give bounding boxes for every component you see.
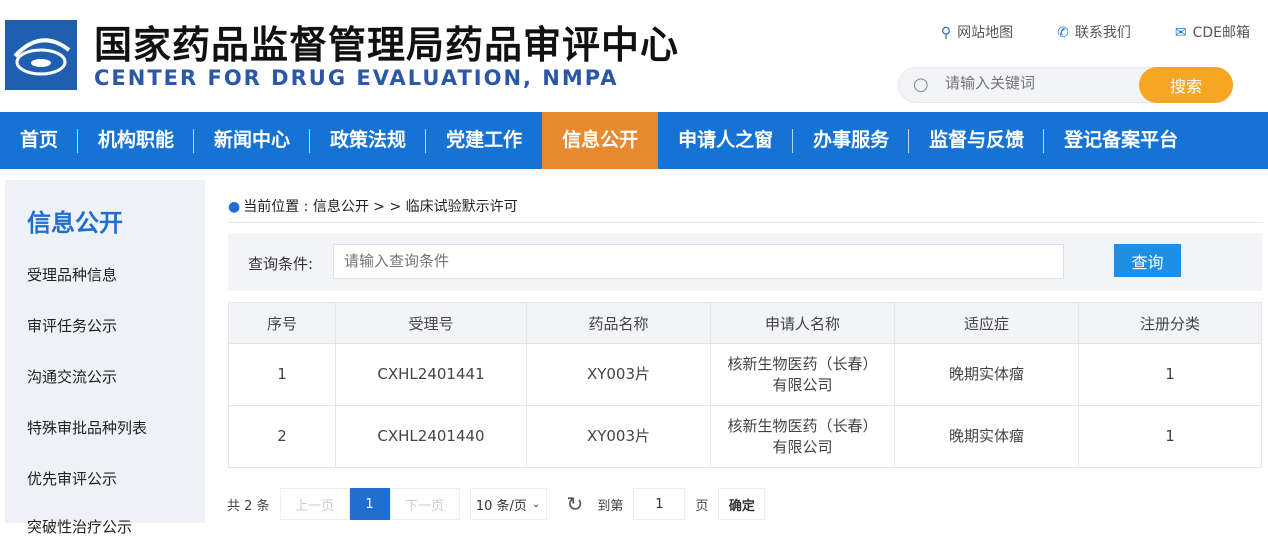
prev-page-button[interactable]: 上一页: [279, 488, 350, 520]
total-count: 共 2 条: [227, 498, 270, 514]
cell[interactable]: CXHL2401440: [335, 405, 527, 468]
search-input[interactable]: [945, 75, 1155, 92]
link-label: CDE邮箱: [1192, 25, 1250, 41]
pagination: 共 2 条 上一页 1 下一页 10 条/页 ⌄ ↻ 到第 1 页 确定: [227, 488, 766, 520]
phone-icon: ✆: [1057, 25, 1069, 41]
page-size-select[interactable]: 10 条/页 ⌄: [469, 488, 547, 520]
cell: 1: [1078, 405, 1262, 468]
chevron-down-icon: ⌄: [531, 498, 541, 510]
page-1-button[interactable]: 1: [349, 488, 390, 520]
confirm-button[interactable]: 确定: [718, 488, 766, 520]
site-map-link[interactable]: ⚲ 网站地图: [941, 22, 1013, 42]
search-button[interactable]: 搜索: [1139, 67, 1233, 103]
sidebar: 信息公开 受理品种信息 审评任务公示 沟通交流公示 特殊审批品种列表 优先审评公…: [5, 180, 205, 536]
nav-policy[interactable]: 政策法规: [310, 112, 427, 169]
site-title: 国家药品监督管理局药品审评中心: [94, 23, 680, 67]
col-header: 申请人名称: [710, 302, 895, 344]
col-header: 药品名称: [526, 302, 711, 344]
nav-home[interactable]: 首页: [0, 112, 79, 169]
location-pin-icon: ●: [228, 199, 241, 215]
applicant: 核新生物医药（长春）有限公司: [727, 354, 878, 394]
goto-label: 到第: [597, 498, 624, 514]
link-label: 联系我们: [1074, 25, 1131, 41]
query-bar: 查询条件: 查询: [228, 233, 1262, 291]
main-nav: 首页 机构职能 新闻中心 政策法规 党建工作 信息公开 申请人之窗 办事服务 监…: [0, 112, 1268, 169]
cell: 晚期实体瘤: [894, 343, 1079, 406]
nav-party[interactable]: 党建工作: [446, 129, 523, 151]
search-box: ○ 搜索: [898, 67, 1233, 103]
cell: XY003片: [526, 343, 711, 406]
divider: [228, 222, 1262, 223]
header: 国家药品监督管理局药品审评中心 CENTER FOR DRUG EVALUATI…: [0, 0, 1268, 112]
table-row[interactable]: 2 CXHL2401440 XY003片 核新生物医药（长春）有限公司 晚期实体…: [228, 405, 1262, 468]
sidebar-item[interactable]: 受理品种信息: [27, 266, 118, 284]
query-button[interactable]: 查询: [1114, 244, 1181, 277]
contact-link[interactable]: ✆ 联系我们: [1057, 22, 1131, 42]
sidebar-item[interactable]: 特殊审批品种列表: [27, 419, 148, 437]
sidebar-item[interactable]: 沟通交流公示: [27, 368, 118, 386]
query-label: 查询条件:: [248, 255, 314, 273]
col-header: 受理号: [335, 302, 527, 344]
query-input[interactable]: [333, 244, 1064, 279]
cell: 2: [228, 405, 336, 468]
refresh-icon[interactable]: ↻: [566, 492, 584, 516]
cell: 1: [228, 343, 336, 406]
goto-input[interactable]: 1: [633, 488, 686, 520]
nav-services[interactable]: 办事服务: [793, 112, 910, 169]
table-row[interactable]: 1 CXHL2401441 XY003片 核新生物医药（长春）有限公司 晚期实体…: [228, 343, 1262, 406]
cell: 核新生物医药（长春）有限公司: [710, 343, 895, 406]
sidebar-title: 信息公开: [27, 209, 123, 237]
location-pin-icon: ⚲: [940, 25, 952, 41]
col-header: 序号: [228, 302, 336, 344]
mail-link[interactable]: ✉ CDE邮箱: [1175, 22, 1250, 42]
nav-news[interactable]: 新闻中心: [194, 112, 311, 169]
mail-icon: ✉: [1174, 25, 1187, 41]
sidebar-item[interactable]: 审评任务公示: [27, 317, 118, 335]
results-table: 序号 受理号 药品名称 申请人名称 适应症 注册分类 1 CXHL2401441…: [228, 302, 1262, 468]
nav-applicant[interactable]: 申请人之窗: [658, 112, 794, 169]
applicant: 核新生物医药（长春）有限公司: [727, 416, 878, 456]
logo[interactable]: [5, 20, 77, 90]
sidebar-item[interactable]: 突破性治疗公示: [27, 518, 133, 536]
nav-registration[interactable]: 登记备案平台: [1064, 129, 1179, 151]
cell[interactable]: CXHL2401441: [335, 343, 527, 406]
cell: 核新生物医药（长春）有限公司: [710, 405, 895, 468]
cell: 1: [1078, 343, 1262, 406]
table-header: 序号 受理号 药品名称 申请人名称 适应症 注册分类: [228, 302, 1262, 344]
search-icon: ○: [913, 74, 929, 95]
next-page-button[interactable]: 下一页: [389, 488, 460, 520]
nav-feedback[interactable]: 监督与反馈: [909, 112, 1045, 169]
site-subtitle: CENTER FOR DRUG EVALUATION, NMPA: [94, 66, 619, 90]
page-unit: 页: [695, 498, 709, 514]
breadcrumb-text: 当前位置 : 信息公开 > > 临床试验默示许可: [243, 199, 518, 215]
cell: 晚期实体瘤: [894, 405, 1079, 468]
cell: XY003片: [526, 405, 711, 468]
col-header: 注册分类: [1078, 302, 1262, 344]
col-header: 适应症: [894, 302, 1079, 344]
sidebar-item[interactable]: 优先审评公示: [27, 470, 118, 488]
breadcrumb: ● 当前位置 : 信息公开 > > 临床试验默示许可: [228, 196, 518, 216]
page-size-value: 10 条/页: [475, 498, 527, 514]
nav-info[interactable]: 信息公开: [542, 112, 659, 169]
nav-functions[interactable]: 机构职能: [78, 112, 195, 169]
link-label: 网站地图: [957, 25, 1014, 41]
